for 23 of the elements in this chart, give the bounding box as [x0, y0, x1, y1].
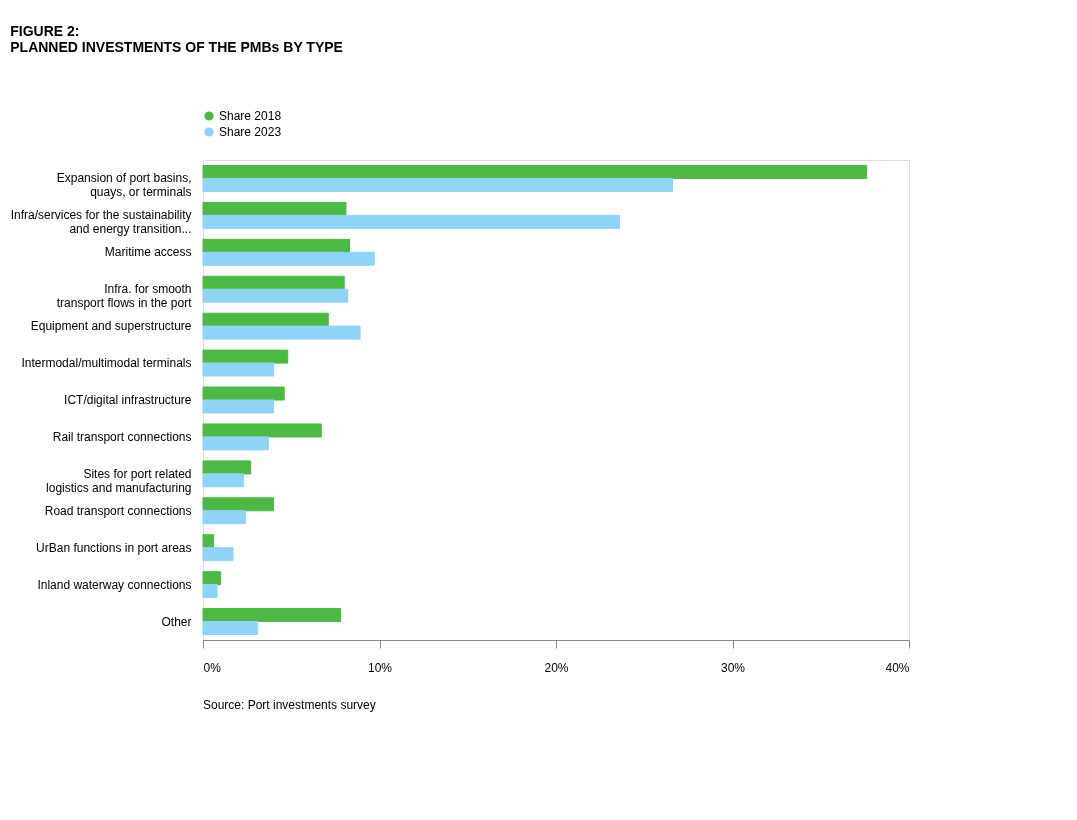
text: FIGURE 2: — [10, 23, 80, 39]
x-tick-label: 20% — [544, 660, 569, 675]
x-tick-label: 10% — [367, 660, 393, 675]
y-tick-label: ICT/digital infrastructure — [64, 393, 192, 407]
legend-label: Share 2018 — [219, 109, 282, 123]
source-note: Source: Port investments survey — [203, 698, 376, 712]
legend-label: Share 2023 — [219, 125, 282, 139]
y-tick-label: Infra/services for the sustainability and energy transition... — [10, 208, 192, 237]
y-tick-label: Rail transport connections — [52, 429, 192, 444]
y-tick-label: Infra. for smooth transport flows in the port — [56, 282, 193, 311]
y-tick-label: Road transport connections — [44, 503, 192, 518]
y-tick-label: Maritime access — [104, 245, 192, 260]
y-tick-label: UrBan functions in port areas — [36, 540, 192, 555]
y-tick-label: Sites for port related logistics and manufacturing — [46, 466, 192, 495]
x-tick-label: 0% — [203, 660, 222, 675]
y-tick-label: Intermodal/multimodal terminals — [21, 356, 192, 371]
chart-subtitle: PLANNED INVESTMENTS OF THE PMBs BY TYPE — [10, 39, 343, 55]
y-tick-label: Other — [161, 614, 192, 629]
y-tick-label: Inland waterway connections — [37, 577, 192, 592]
y-tick-label: Equipment and superstructure — [30, 319, 192, 334]
x-tick-label: 40% — [885, 660, 910, 675]
x-tick-label: 30% — [720, 660, 746, 675]
y-tick-label: Expansion of port basins, quays, or terminals — [56, 171, 192, 200]
